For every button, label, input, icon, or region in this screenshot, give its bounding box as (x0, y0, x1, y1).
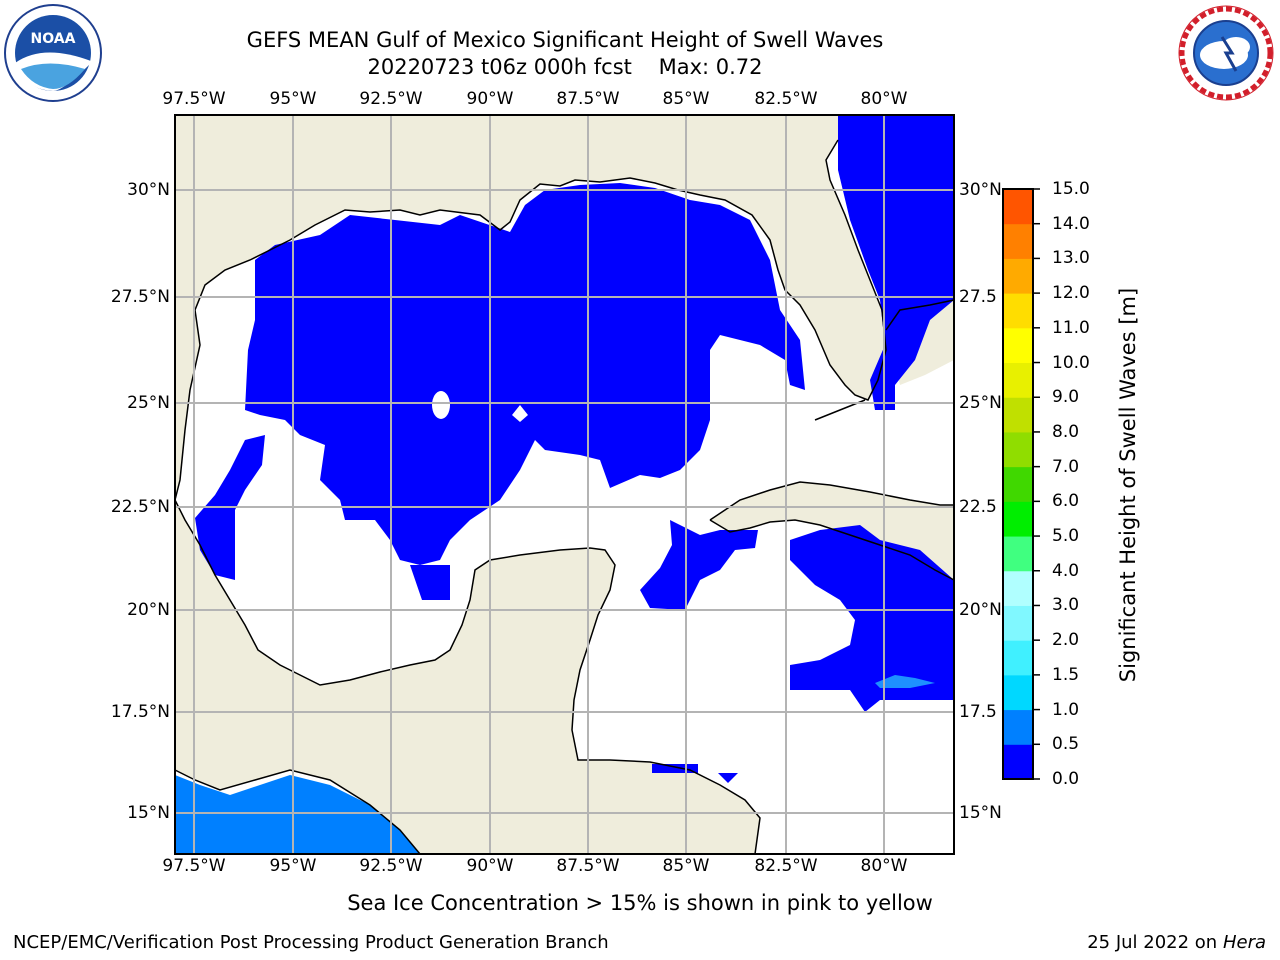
lat-tick-left: 20°N (127, 600, 170, 620)
colorbar-tick-label: 7.0 (1052, 456, 1080, 477)
colorbar-tick-label: 0.0 (1052, 769, 1080, 789)
colorbar-tick-label: 6.0 (1052, 491, 1080, 512)
colorbar-tick-label: 1.5 (1052, 664, 1080, 685)
footer-date: 25 Jul 2022 on Hera (1087, 932, 1266, 953)
colorbar-segment (1003, 431, 1033, 468)
lat-tick-left: 22.5°N (110, 497, 170, 517)
lat-tick-left: 27.5°N (110, 287, 170, 307)
lat-tick-right: 25°N (959, 393, 1002, 413)
lon-tick-bottom: 92.5°W (359, 856, 423, 876)
coastline-mexico (174, 499, 761, 855)
chart-subtitle-date: 20220723 t06z 000h fcst Max: 0.72 (367, 55, 763, 79)
lon-tick-top: 87.5°W (556, 89, 620, 109)
colorbar-tick-label: 10.0 (1052, 352, 1090, 373)
lon-tick-top: 97.5°W (162, 89, 226, 109)
colorbar-segment (1003, 293, 1033, 329)
swell-field-caribbean (790, 525, 954, 712)
swell-field-honduras (652, 764, 698, 773)
colorbar-tick-label: 1.0 (1052, 699, 1080, 720)
colorbar-tick-label: 9.0 (1052, 387, 1080, 408)
footer-date-text: 25 Jul 2022 on (1087, 932, 1223, 953)
lon-tick-bottom: 87.5°W (556, 856, 620, 876)
lon-tick-bottom: 80°W (860, 856, 908, 876)
swell-field-pacific (175, 775, 420, 854)
lat-tick-right: 20°N (959, 600, 1002, 620)
colorbar-segment (1003, 189, 1033, 225)
map-grid (175, 115, 954, 854)
colorbar-tick-label: 13.0 (1052, 248, 1090, 269)
svg-text:NOAA: NOAA (31, 31, 76, 47)
colorbar-tick-label: 4.0 (1052, 560, 1080, 581)
colorbar-tick-label: 5.0 (1052, 526, 1080, 547)
lon-tick-bottom: 90°W (466, 856, 514, 876)
colorbar-segment (1003, 709, 1033, 745)
colorbar (1002, 188, 1040, 780)
lat-tick-left: 15°N (127, 803, 170, 823)
lon-tick-top: 92.5°W (359, 89, 423, 109)
lon-tick-top: 82.5°W (754, 89, 818, 109)
lat-tick-left: 17.5°N (110, 702, 170, 722)
swell-field-campeche (410, 565, 450, 600)
land-mexico (175, 500, 760, 854)
footer-branch: NCEP/EMC/Verification Post Processing Pr… (13, 932, 609, 953)
lon-tick-bottom: 85°W (662, 856, 710, 876)
colorbar-segment (1003, 397, 1033, 433)
colorbar-segment (1003, 640, 1033, 676)
colorbar-tick-label: 15.0 (1052, 179, 1090, 199)
footer-host: Hera (1222, 932, 1266, 953)
lon-tick-top: 85°W (662, 89, 710, 109)
lat-tick-right: 17.5 (959, 702, 997, 722)
colorbar-tick-label: 0.5 (1052, 734, 1080, 755)
colorbar-segment (1003, 570, 1033, 606)
colorbar-segment (1003, 466, 1033, 502)
lat-tick-right: 15°N (959, 803, 1002, 823)
colorbar-segment (1003, 362, 1033, 398)
swell-field-yucatan-channel (640, 520, 758, 610)
colorbar-segment (1003, 258, 1033, 294)
colorbar-segment (1003, 674, 1033, 711)
lat-tick-right: 22.5 (959, 497, 997, 517)
lat-tick-right: 30°N (959, 180, 1002, 200)
land-us (175, 115, 886, 500)
map-frame (174, 114, 955, 855)
colorbar-tick-label: 14.0 (1052, 213, 1090, 234)
lon-tick-bottom: 95°W (269, 856, 317, 876)
colorbar-label: Significant Height of Swell Waves [m] (1116, 287, 1140, 683)
lat-tick-left: 25°N (127, 393, 170, 413)
coastline-cuba (709, 481, 955, 581)
colorbar-tick-label: 8.0 (1052, 421, 1080, 442)
colorbar-tick-label: 3.0 (1052, 595, 1080, 616)
lat-tick-right: 27.5 (959, 287, 997, 307)
colorbar-segment (1003, 223, 1033, 259)
chart-title: GEFS MEAN Gulf of Mexico Significant Hei… (246, 28, 884, 52)
sea-ice-note: Sea Ice Concentration > 15% is shown in … (347, 891, 933, 915)
colorbar-tick-label: 11.0 (1052, 317, 1090, 338)
lon-tick-bottom: 82.5°W (754, 856, 818, 876)
lon-tick-top: 80°W (860, 89, 908, 109)
colorbar-segment (1003, 605, 1033, 641)
lon-tick-top: 90°W (466, 89, 514, 109)
coastline-us (174, 139, 887, 501)
swell-field-small (718, 773, 738, 783)
swell-patch-caribbean (875, 675, 935, 688)
lon-tick-top: 95°W (269, 89, 317, 109)
colorbar-segment (1003, 501, 1033, 537)
coastline-florida-east (885, 299, 955, 331)
colorbar-tick-label: 12.0 (1052, 283, 1090, 304)
colorbar-segment (1003, 536, 1033, 572)
colorbar-segment (1003, 327, 1033, 364)
noaa-logo: NOAA (3, 3, 103, 103)
swell-field-gulf (245, 183, 805, 565)
lon-tick-bottom: 97.5°W (162, 856, 226, 876)
colorbar-segment (1003, 744, 1033, 780)
swell-field-florida-east (838, 115, 954, 410)
colorbar-tick-label: 2.0 (1052, 630, 1080, 651)
lat-tick-left: 30°N (127, 180, 170, 200)
nws-logo (1176, 3, 1276, 103)
